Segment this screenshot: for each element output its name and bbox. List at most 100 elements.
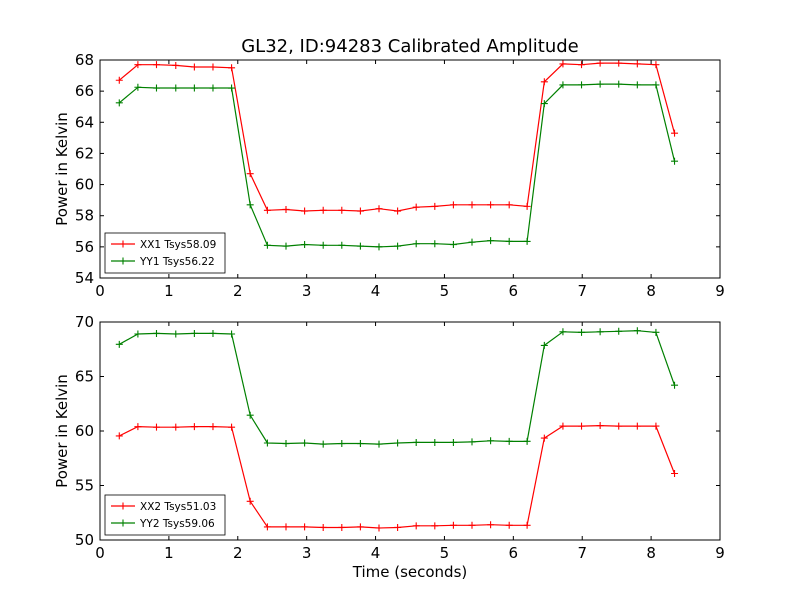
data-point xyxy=(449,241,457,249)
data-point xyxy=(190,329,198,337)
data-point xyxy=(615,422,623,430)
data-point xyxy=(115,99,123,107)
data-point xyxy=(652,422,660,430)
data-point xyxy=(431,202,439,210)
data-point xyxy=(559,422,567,430)
data-point xyxy=(152,423,160,431)
data-point xyxy=(431,522,439,530)
data-point xyxy=(228,84,236,92)
x-tick-label: 2 xyxy=(233,544,243,562)
data-point xyxy=(487,201,495,209)
bottom-panel: 0 1 2 3 4 5 6 7 8 9 50 55 60 65 70 Power in Kelvin Time … xyxy=(53,313,725,581)
data-point xyxy=(375,205,383,213)
x-tick-label: 6 xyxy=(509,544,519,562)
legend-label: XX1 Tsys58.09 xyxy=(140,239,216,251)
data-point xyxy=(246,201,254,209)
x-tick-label: 8 xyxy=(646,282,656,300)
y-axis-label: Power in Kelvin xyxy=(53,112,71,226)
y-tick-label: 64 xyxy=(75,113,94,131)
data-point xyxy=(468,238,476,246)
data-point xyxy=(115,432,123,440)
legend: XX1 Tsys58.09 YY1 Tsys56.22 xyxy=(104,232,226,274)
data-point xyxy=(228,64,236,72)
data-point xyxy=(449,438,457,446)
data-point xyxy=(559,328,567,336)
data-point xyxy=(263,206,271,214)
data-point xyxy=(540,434,548,442)
data-point xyxy=(282,205,290,213)
legend-marker xyxy=(119,257,127,265)
data-point xyxy=(615,59,623,67)
data-point xyxy=(412,522,420,530)
data-point xyxy=(172,330,180,338)
data-point xyxy=(228,330,236,338)
data-point xyxy=(209,329,217,337)
data-point xyxy=(356,207,364,215)
x-tick-label: 4 xyxy=(371,282,381,300)
x-tick-label: 8 xyxy=(646,544,656,562)
data-point xyxy=(134,423,142,431)
data-point xyxy=(615,327,623,335)
data-point xyxy=(152,84,160,92)
x-tick-label: 9 xyxy=(715,544,725,562)
data-point xyxy=(394,439,402,447)
data-point xyxy=(134,61,142,69)
data-point xyxy=(228,423,236,431)
data-point xyxy=(375,440,383,448)
legend-marker xyxy=(119,240,127,248)
data-point xyxy=(394,207,402,215)
data-point xyxy=(338,523,346,531)
y-tick-label: 56 xyxy=(75,238,94,256)
data-point xyxy=(540,78,548,86)
data-point xyxy=(449,521,457,529)
data-point xyxy=(263,241,271,249)
data-point xyxy=(633,422,641,430)
data-point xyxy=(115,340,123,348)
data-point xyxy=(559,60,567,68)
data-point xyxy=(209,423,217,431)
data-point xyxy=(152,61,160,69)
data-point xyxy=(282,242,290,250)
data-point xyxy=(523,437,531,445)
x-tick-label: 1 xyxy=(164,544,174,562)
data-point xyxy=(338,206,346,214)
data-point xyxy=(282,523,290,531)
y-tick-label: 55 xyxy=(75,477,94,495)
data-point xyxy=(394,242,402,250)
data-point xyxy=(487,521,495,529)
data-point xyxy=(505,521,513,529)
y-tick-label: 65 xyxy=(75,368,94,386)
data-point xyxy=(319,206,327,214)
data-point xyxy=(633,60,641,68)
x-tick-label: 3 xyxy=(302,282,312,300)
x-tick-label: 7 xyxy=(577,544,587,562)
data-point xyxy=(578,61,586,69)
data-point xyxy=(578,422,586,430)
data-point xyxy=(172,84,180,92)
data-point xyxy=(375,243,383,251)
y-tick-label: 66 xyxy=(75,82,94,100)
data-point xyxy=(596,59,604,67)
data-point xyxy=(633,327,641,335)
y-axis-label: Power in Kelvin xyxy=(53,374,71,488)
data-point xyxy=(540,100,548,108)
chart-title: GL32, ID:94283 Calibrated Amplitude xyxy=(241,36,579,57)
data-point xyxy=(246,411,254,419)
y-tick-label: 68 xyxy=(75,51,94,69)
data-point xyxy=(246,170,254,178)
data-point xyxy=(652,328,660,336)
x-tick-label: 7 xyxy=(577,282,587,300)
data-point xyxy=(596,80,604,88)
data-point xyxy=(172,61,180,69)
data-point xyxy=(431,240,439,248)
legend-label: YY2 Tsys59.06 xyxy=(139,518,215,530)
x-axis-label: Time (seconds) xyxy=(352,563,468,581)
data-point xyxy=(338,440,346,448)
x-tick-label: 3 xyxy=(302,544,312,562)
legend: XX2 Tsys51.03 YY2 Tsys59.06 xyxy=(104,494,226,536)
x-tick-label: 2 xyxy=(233,282,243,300)
legend-box xyxy=(104,494,226,536)
data-point xyxy=(505,437,513,445)
plot-frame xyxy=(99,59,721,279)
